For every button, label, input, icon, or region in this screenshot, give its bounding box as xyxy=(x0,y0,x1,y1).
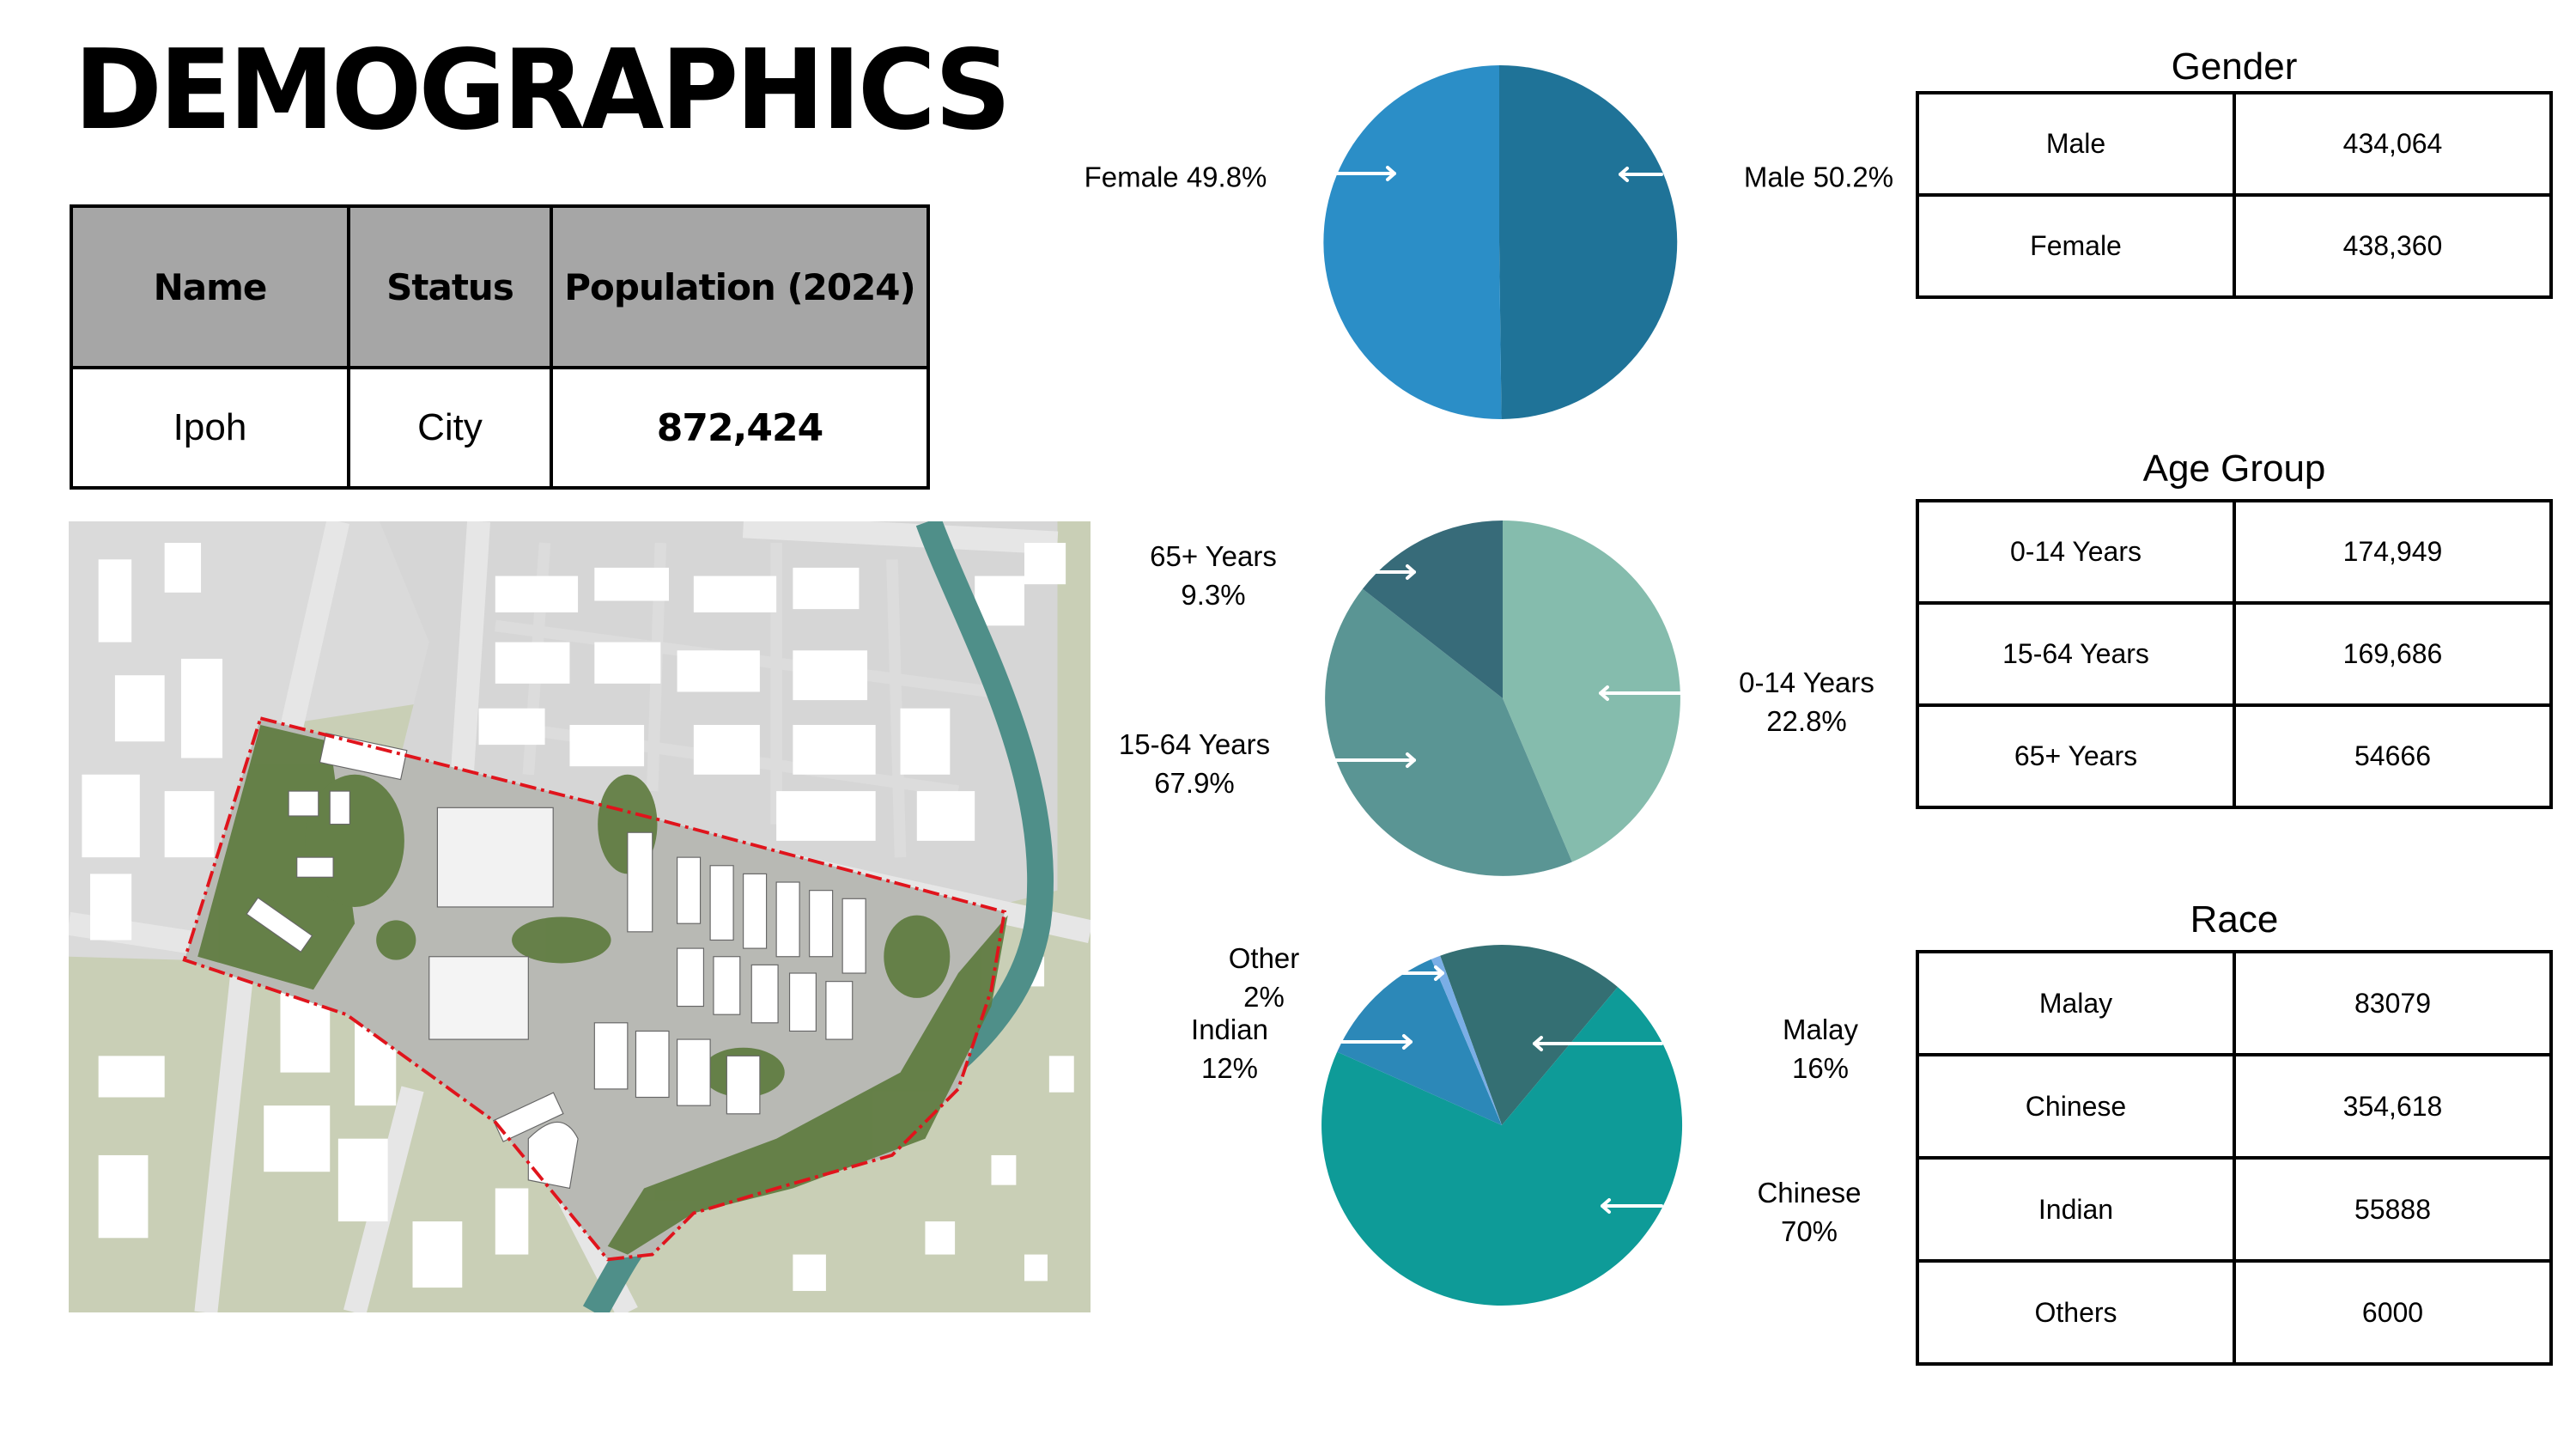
arrow-left-icon xyxy=(1599,685,1682,701)
page-title: DEMOGRAPHICS xyxy=(74,27,1012,155)
age-value-cell: 174,949 xyxy=(2233,499,2553,605)
race-label-cell: Malay xyxy=(1916,950,2236,1056)
table-row: Indian 55888 xyxy=(1916,1156,2553,1263)
age-label-cell: 15-64 Years xyxy=(1916,601,2236,707)
gender-pie-chart xyxy=(1322,64,1678,420)
race-table-title: Race xyxy=(2190,898,2279,941)
age-value-cell: 169,686 xyxy=(2233,601,2553,707)
table-row: 0-14 Years 174,949 xyxy=(1916,499,2553,605)
race-malay-label: Malay 16% xyxy=(1783,1010,1858,1087)
arrow-left-icon xyxy=(1533,1036,1663,1051)
table-row: Male 434,064 xyxy=(1916,91,2553,197)
race-other-name: Other xyxy=(1228,942,1300,974)
arrow-right-icon xyxy=(1334,752,1416,768)
header-status: Status xyxy=(347,204,553,369)
summary-header-row: Name Status Population (2024) xyxy=(70,204,930,369)
arrow-right-icon xyxy=(1334,166,1396,181)
age-value-cell: 54666 xyxy=(2233,703,2553,809)
summary-table: Name Status Population (2024) Ipoh City … xyxy=(70,204,930,490)
race-value-cell: 83079 xyxy=(2233,950,2553,1056)
race-indian-label: Indian 12% xyxy=(1191,1010,1268,1087)
table-row: 15-64 Years 169,686 xyxy=(1916,601,2553,707)
arrow-right-icon xyxy=(1401,965,1444,981)
pie-slice-age-0-14 xyxy=(1503,521,1680,862)
cell-status: City xyxy=(347,366,553,490)
header-name: Name xyxy=(70,204,350,369)
pie-slice-malay xyxy=(1440,945,1618,1125)
table-row: Others 6000 xyxy=(1916,1259,2553,1366)
pie-slice-age-65-plus xyxy=(1362,521,1503,698)
age-label-cell: 0-14 Years xyxy=(1916,499,2236,605)
age-15-64-pct: 67.9% xyxy=(1154,767,1235,799)
age-label-cell: 65+ Years xyxy=(1916,703,2236,809)
age-65-name: 65+ Years xyxy=(1150,540,1277,572)
race-chinese-pct: 70% xyxy=(1780,1215,1838,1247)
gender-label-cell: Female xyxy=(1916,193,2236,299)
table-row: Malay 83079 xyxy=(1916,950,2553,1056)
race-value-cell: 6000 xyxy=(2233,1259,2553,1366)
pie-slice-indian xyxy=(1337,959,1502,1125)
age-group-table-title: Age Group xyxy=(2142,447,2326,490)
gender-value-cell: 438,360 xyxy=(2233,193,2553,299)
arrow-right-icon xyxy=(1372,564,1416,580)
map-illustration xyxy=(69,521,1091,1312)
female-pct-label: Female 49.8% xyxy=(1084,161,1267,193)
pie-slice-male xyxy=(1499,64,1678,419)
arrow-left-icon xyxy=(1619,167,1663,182)
gender-value-cell: 434,064 xyxy=(2233,91,2553,197)
age-group-pie-chart xyxy=(1325,521,1682,876)
race-malay-name: Malay xyxy=(1782,1014,1859,1045)
pie-slice-other xyxy=(1431,955,1502,1125)
race-label-cell: Indian xyxy=(1916,1156,2236,1263)
arrow-left-icon xyxy=(1601,1198,1663,1214)
gender-table: Male 434,064 Female 438,360 xyxy=(1916,91,2553,299)
age-15-64-label: 15-64 Years 67.9% xyxy=(1119,725,1270,802)
race-indian-name: Indian xyxy=(1191,1014,1268,1045)
gender-table-title: Gender xyxy=(2171,46,2298,88)
male-pct-label: Male 50.2% xyxy=(1743,161,1894,193)
table-row: Female 438,360 xyxy=(1916,193,2553,299)
table-row: 65+ Years 54666 xyxy=(1916,703,2553,809)
age-group-table: 0-14 Years 174,949 15-64 Years 169,686 6… xyxy=(1916,499,2553,809)
race-value-cell: 354,618 xyxy=(2233,1053,2553,1160)
pie-slice-female xyxy=(1323,65,1502,420)
age-0-14-pct: 22.8% xyxy=(1766,705,1847,737)
arrow-right-icon xyxy=(1340,1034,1413,1050)
cell-name: Ipoh xyxy=(70,366,350,490)
age-15-64-name: 15-64 Years xyxy=(1118,728,1271,760)
race-pie-chart xyxy=(1321,945,1683,1306)
race-label-cell: Others xyxy=(1916,1259,2236,1366)
race-value-cell: 55888 xyxy=(2233,1156,2553,1263)
race-indian-pct: 12% xyxy=(1200,1052,1259,1084)
race-table: Malay 83079 Chinese 354,618 Indian 55888… xyxy=(1916,950,2553,1366)
race-chinese-name: Chinese xyxy=(1757,1177,1862,1209)
age-0-14-label: 0-14 Years 22.8% xyxy=(1739,663,1874,740)
age-65-pct: 9.3% xyxy=(1181,579,1246,611)
race-label-cell: Chinese xyxy=(1916,1053,2236,1160)
table-row: Chinese 354,618 xyxy=(1916,1053,2553,1160)
site-map-image xyxy=(69,521,1091,1312)
race-chinese-label: Chinese 70% xyxy=(1757,1173,1861,1251)
pie-slice-chinese xyxy=(1321,987,1683,1306)
race-other-label: Other 2% xyxy=(1229,939,1300,1016)
age-65-label: 65+ Years 9.3% xyxy=(1150,537,1277,614)
gender-label-cell: Male xyxy=(1916,91,2236,197)
age-0-14-name: 0-14 Years xyxy=(1739,667,1874,698)
race-other-pct: 2% xyxy=(1243,981,1285,1013)
race-malay-pct: 16% xyxy=(1791,1052,1850,1084)
cell-population: 872,424 xyxy=(550,366,930,490)
table-row: Ipoh City 872,424 xyxy=(70,366,930,490)
pie-slice-age-15-64 xyxy=(1325,588,1572,876)
header-population: Population (2024) xyxy=(550,204,930,369)
